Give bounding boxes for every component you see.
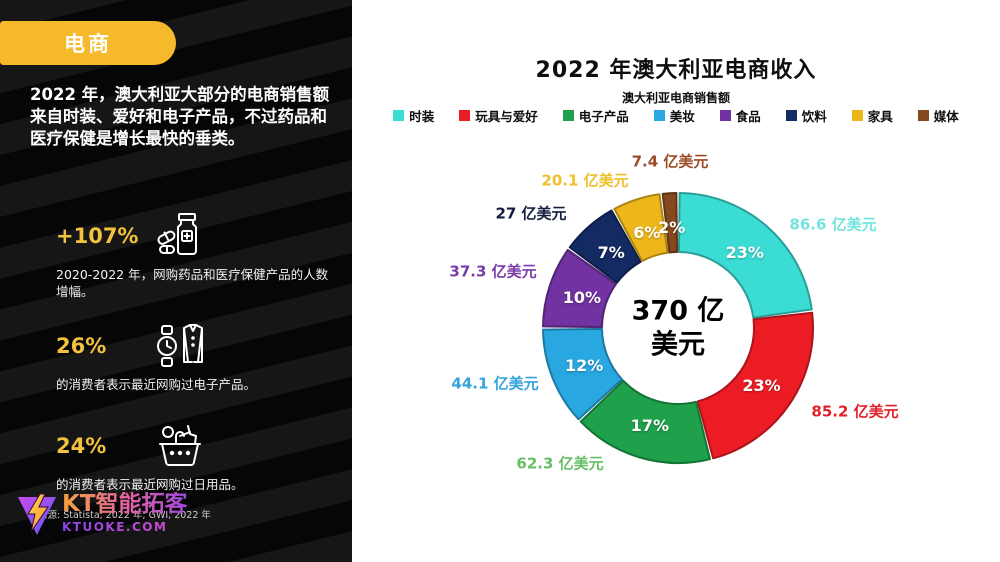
legend-swatch xyxy=(719,110,731,121)
legend-label: 媒体 xyxy=(933,109,959,124)
brand-url: KTUOKE.COM xyxy=(62,520,188,534)
stat-groceries-shoppers: 24% 的消费者表示最近网购过日用品。 xyxy=(56,420,338,494)
value-label-1: 86.6 亿美元 xyxy=(789,215,877,234)
legend-swatch xyxy=(851,110,863,121)
legend-item-1: 时装 xyxy=(393,106,434,125)
value-label-4: 44.1 亿美元 xyxy=(451,374,539,393)
stat-value: 24% xyxy=(56,434,107,458)
diagonal-stripes-decoration xyxy=(0,0,352,562)
watch-jacket-icon xyxy=(157,324,203,367)
legend-label: 食品 xyxy=(735,109,761,124)
brand-logo: KT智能拓客 KTUOKE.COM xyxy=(16,491,188,538)
stat-pharma-growth: +107% 2020-2022 年，网购药品和医疗保健产品的人数增幅。 xyxy=(56,210,338,301)
legend-label: 饮料 xyxy=(801,109,827,124)
sidebar: 电商 2022 年，澳大利亚大部分的电商销售额来自时装、爱好和电子产品，不过药品… xyxy=(0,0,352,562)
donut-slice-2 xyxy=(696,311,814,460)
slice-percent-label: 23% xyxy=(726,243,764,262)
donut-slice-1 xyxy=(677,192,813,319)
chart-title: 2022 年澳大利亚电商收入 xyxy=(535,58,817,83)
legend-item-2: 玩具与爱好 xyxy=(459,106,538,125)
legend-item-7: 家具 xyxy=(851,106,893,125)
slice-percent-label: 12% xyxy=(565,356,603,375)
legend-swatch xyxy=(393,110,405,121)
legend-swatch xyxy=(917,110,929,121)
donut-center-line2: 美元 xyxy=(650,329,705,360)
legend-item-3: 电子产品 xyxy=(562,106,629,125)
value-label-2: 85.2 亿美元 xyxy=(811,402,899,421)
legend-item-6: 饮料 xyxy=(785,106,827,125)
donut-chart: 23% 23% 17% 12% 10% 7% 6%2% xyxy=(542,192,814,464)
chart-legend: 时装 玩具与爱好 电子产品 美妆 食品 饮料 家具 媒体 xyxy=(352,106,1000,125)
section-badge-label: 电商 xyxy=(64,32,112,56)
legend-swatch xyxy=(459,110,471,121)
slice-percent-label: 6% xyxy=(633,223,660,242)
stat-value: 26% xyxy=(56,334,107,358)
legend-item-8: 媒体 xyxy=(917,106,959,125)
legend-item-5: 食品 xyxy=(719,106,761,125)
slice-percent-label: 23% xyxy=(742,376,780,395)
slice-percent-label: 7% xyxy=(598,243,625,262)
value-label-8: 7.4 亿美元 xyxy=(631,152,709,171)
donut-slice-4 xyxy=(542,327,623,421)
stat-desc: 2020-2022 年，网购药品和医疗保健产品的人数增幅。 xyxy=(56,267,329,299)
donut-slice-3 xyxy=(579,379,711,464)
legend-label: 家具 xyxy=(867,109,893,124)
legend-label: 时装 xyxy=(409,109,435,124)
legend-label: 电子产品 xyxy=(578,109,629,124)
slice-percent-label: 2% xyxy=(658,218,685,237)
legend-item-4: 美妆 xyxy=(653,106,695,125)
stat-desc: 的消费者表示最近网购过电子产品。 xyxy=(56,377,257,392)
legend-label: 美妆 xyxy=(669,109,695,124)
donut-slice-5 xyxy=(542,248,617,329)
donut-center-line1: 370 亿 xyxy=(631,295,725,327)
value-label-5: 37.3 亿美元 xyxy=(449,262,537,281)
donut-slice-8 xyxy=(661,192,679,254)
donut-slice-6 xyxy=(568,209,642,284)
lightning-triangle-icon xyxy=(18,493,56,535)
legend-swatch xyxy=(562,110,574,121)
legend-swatch xyxy=(785,110,797,121)
chart-area: 2022 年澳大利亚电商收入 澳大利亚电商销售额 时装 玩具与爱好 电子产品 美妆 食品… xyxy=(352,0,1000,562)
value-label-7: 20.1 亿美元 xyxy=(541,171,629,190)
donut-slice-7 xyxy=(613,193,669,262)
slice-percent-label: 10% xyxy=(563,288,601,307)
value-label-6: 27 亿美元 xyxy=(495,204,567,223)
legend-swatch xyxy=(653,110,665,121)
legend-label: 玩具与爱好 xyxy=(475,109,538,124)
stat-electronics-shoppers: 26% 的消费者表示最近网购过电子产品。 xyxy=(56,320,338,394)
slice-percent-label: 17% xyxy=(631,416,669,435)
stat-value: +107% xyxy=(56,224,139,248)
value-label-3: 62.3 亿美元 xyxy=(516,454,604,473)
shopping-basket-icon xyxy=(159,425,201,466)
section-badge: 电商 xyxy=(0,21,176,65)
medicine-bottle-icon xyxy=(157,213,197,255)
stat-desc: 的消费者表示最近网购过日用品。 xyxy=(56,477,244,492)
donut-center-label: 370 亿 美元 xyxy=(632,294,725,362)
chart-subtitle: 澳大利亚电商销售额 xyxy=(621,91,730,105)
source-note: 来源: Statista, 2022 年; GWI, 2022 年 xyxy=(38,510,211,521)
brand-name: KT智能拓客 xyxy=(62,491,188,517)
intro-paragraph: 2022 年，澳大利亚大部分的电商销售额来自时装、爱好和电子产品，不过药品和医疗… xyxy=(30,85,330,148)
